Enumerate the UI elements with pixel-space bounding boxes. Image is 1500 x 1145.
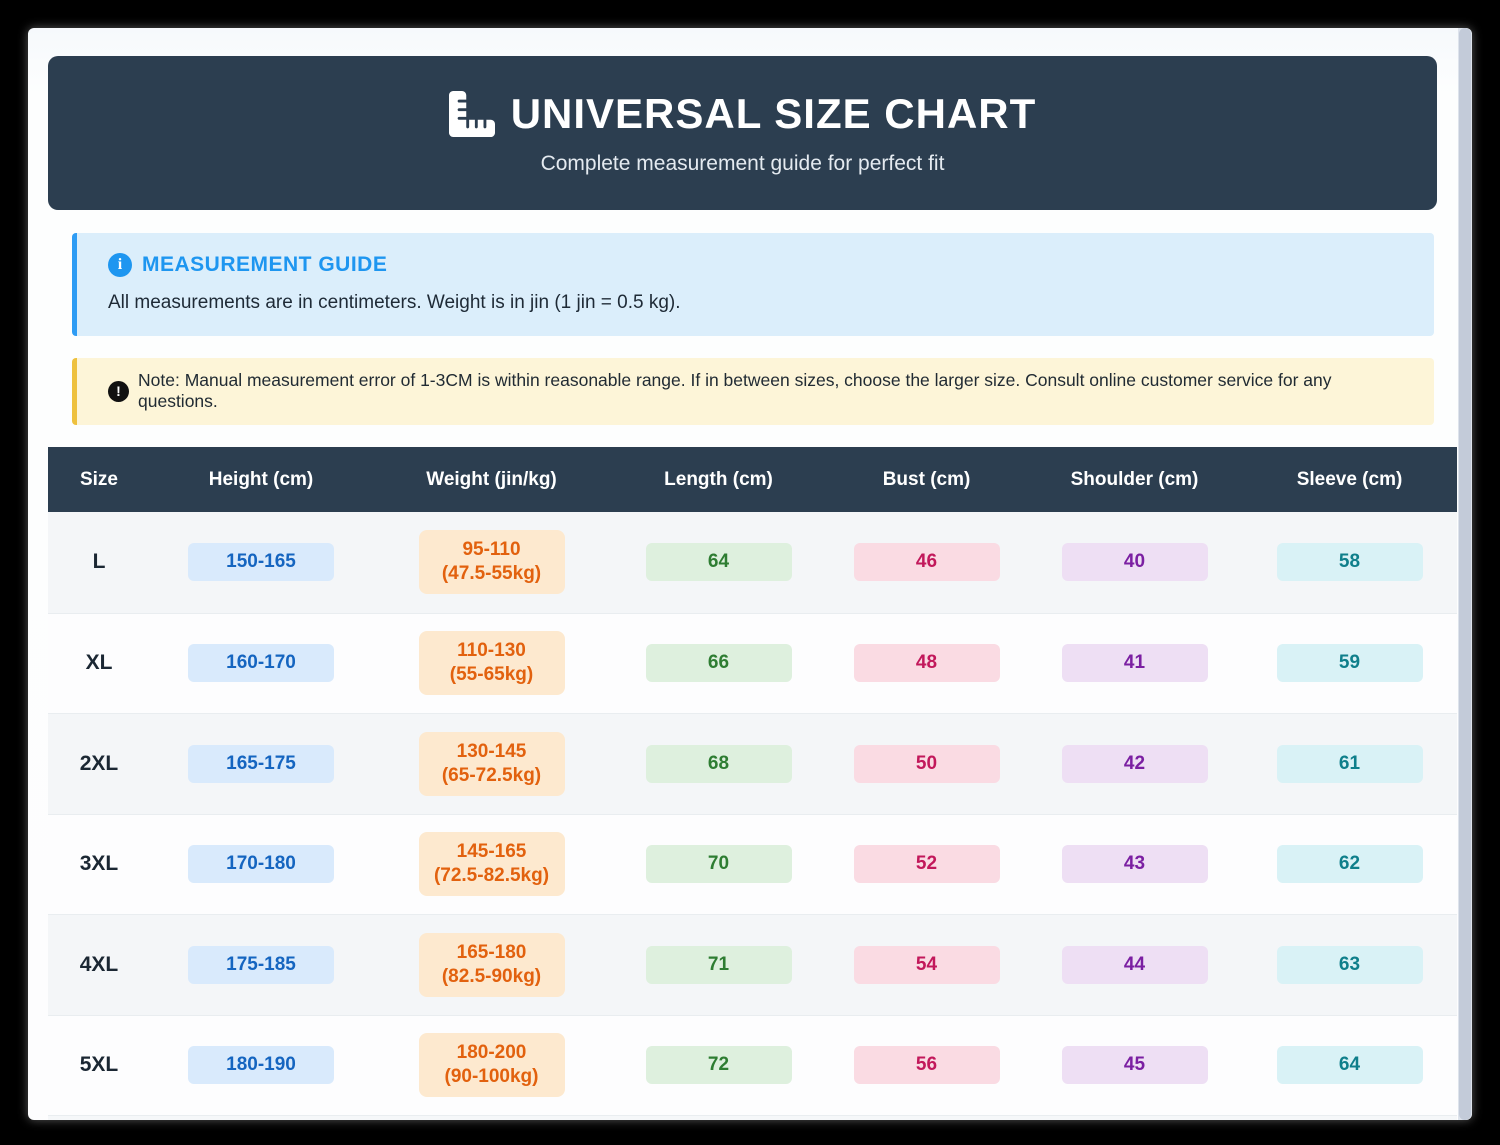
height-value: 165-175 xyxy=(188,744,334,783)
weight-jin-value: 165-180 xyxy=(456,941,527,963)
scrollbar-track[interactable] xyxy=(1458,28,1472,1120)
bust-value: 52 xyxy=(853,845,1000,884)
size-chart-page: UNIVERSAL SIZE CHART Complete measuremen… xyxy=(28,28,1472,1120)
shoulder-value: 42 xyxy=(1061,744,1208,783)
weight-jin-value: 110-130 xyxy=(457,640,526,662)
scrollbar-thumb[interactable] xyxy=(1459,28,1471,1120)
page-title: UNIVERSAL SIZE CHART xyxy=(510,90,1037,137)
length-value: 72 xyxy=(645,1046,792,1085)
sleeve-value: 63 xyxy=(1276,945,1423,984)
column-header-bust: Bust (cm) xyxy=(882,468,971,490)
column-header-length: Length (cm) xyxy=(664,468,773,490)
shoulder-value: 41 xyxy=(1061,644,1208,683)
weight-kg-value: (65-72.5kg) xyxy=(441,764,542,786)
weight-value: 110-130 (55-65kg) xyxy=(418,631,565,696)
bust-value: 50 xyxy=(853,744,1000,783)
height-value: 175-185 xyxy=(188,945,334,984)
table-header-row: Size Height (cm) Weight (jin/kg) Length … xyxy=(48,447,1457,512)
weight-jin-value: 95-110 xyxy=(462,539,521,561)
table-row: 3XL 170-180 145-165 (72.5-82.5kg) 70 52 43 62 xyxy=(48,813,1457,914)
length-value: 68 xyxy=(645,744,792,783)
bust-value: 48 xyxy=(853,644,1000,683)
weight-value: 95-110 (47.5-55kg) xyxy=(418,530,565,595)
weight-kg-value: (82.5-90kg) xyxy=(441,965,542,987)
sleeve-value: 64 xyxy=(1276,1046,1423,1085)
weight-value: 180-200 (90-100kg) xyxy=(418,1033,565,1098)
page-header-banner: UNIVERSAL SIZE CHART Complete measuremen… xyxy=(48,56,1437,210)
guide-text: All measurements are in centimeters. Wei… xyxy=(108,292,681,313)
weight-kg-value: (72.5-82.5kg) xyxy=(433,865,550,887)
size-label: 2XL xyxy=(79,751,119,775)
weight-kg-value: (55-65kg) xyxy=(449,664,534,686)
bust-value: 54 xyxy=(853,945,1000,984)
column-header-weight: Weight (jin/kg) xyxy=(426,468,557,490)
weight-value: 130-145 (65-72.5kg) xyxy=(418,731,565,796)
sleeve-value: 59 xyxy=(1276,644,1423,683)
weight-jin-value: 180-200 xyxy=(456,1042,527,1064)
height-value: 170-180 xyxy=(188,845,334,884)
sleeve-value: 58 xyxy=(1276,543,1423,582)
ruler-combined-icon xyxy=(448,91,495,137)
title-row: UNIVERSAL SIZE CHART xyxy=(448,90,1037,138)
note-text: Note: Manual measurement error of 1-3CM … xyxy=(138,370,1332,411)
size-label: XL xyxy=(85,651,113,675)
weight-value: 145-165 (72.5-82.5kg) xyxy=(418,832,565,897)
height-value: 150-165 xyxy=(188,543,334,582)
table-row: L 150-165 95-110 (47.5-55kg) 64 46 40 58 xyxy=(48,512,1457,613)
sleeve-value: 61 xyxy=(1276,744,1423,783)
height-value: 180-190 xyxy=(188,1046,334,1085)
weight-kg-value: (90-100kg) xyxy=(444,1066,539,1088)
page-subtitle: Complete measurement guide for perfect f… xyxy=(540,152,945,175)
guide-title: MEASUREMENT GUIDE xyxy=(142,253,388,276)
shoulder-value: 40 xyxy=(1061,543,1208,582)
exclamation-circle-icon: ! xyxy=(108,380,129,402)
partial-next-row xyxy=(48,1115,1457,1120)
guide-title-row: i MEASUREMENT GUIDE xyxy=(108,253,1408,277)
column-header-shoulder: Shoulder (cm) xyxy=(1070,468,1199,490)
info-circle-icon: i xyxy=(108,253,132,277)
column-header-height: Height (cm) xyxy=(208,468,314,490)
length-value: 64 xyxy=(645,543,792,582)
column-header-size: Size xyxy=(79,468,119,490)
table-row: 2XL 165-175 130-145 (65-72.5kg) 68 50 42 61 xyxy=(48,713,1457,814)
table-row: 4XL 175-185 165-180 (82.5-90kg) 71 54 44 63 xyxy=(48,914,1457,1015)
length-value: 66 xyxy=(645,644,792,683)
size-label: 5XL xyxy=(79,1053,119,1077)
bust-value: 56 xyxy=(853,1046,1000,1085)
length-value: 71 xyxy=(645,945,792,984)
weight-jin-value: 145-165 xyxy=(456,841,527,863)
note-box: ! Note: Manual measurement error of 1-3C… xyxy=(72,358,1434,425)
shoulder-value: 45 xyxy=(1061,1046,1208,1085)
size-label: 3XL xyxy=(79,852,119,876)
column-header-sleeve: Sleeve (cm) xyxy=(1296,468,1403,490)
length-value: 70 xyxy=(645,845,792,884)
weight-value: 165-180 (82.5-90kg) xyxy=(418,932,565,997)
table-row: 5XL 180-190 180-200 (90-100kg) 72 56 45 64 xyxy=(48,1014,1457,1115)
measurement-guide-box: i MEASUREMENT GUIDE All measurements are… xyxy=(72,233,1434,336)
height-value: 160-170 xyxy=(188,644,334,683)
bust-value: 46 xyxy=(853,543,1000,582)
size-label: L xyxy=(92,550,106,574)
weight-kg-value: (47.5-55kg) xyxy=(441,563,542,585)
size-table: Size Height (cm) Weight (jin/kg) Length … xyxy=(48,447,1457,1120)
table-row: XL 160-170 110-130 (55-65kg) 66 48 41 59 xyxy=(48,612,1457,713)
sleeve-value: 62 xyxy=(1276,845,1423,884)
shoulder-value: 44 xyxy=(1061,945,1208,984)
size-label: 4XL xyxy=(79,952,119,976)
shoulder-value: 43 xyxy=(1061,845,1208,884)
weight-jin-value: 130-145 xyxy=(456,740,527,762)
